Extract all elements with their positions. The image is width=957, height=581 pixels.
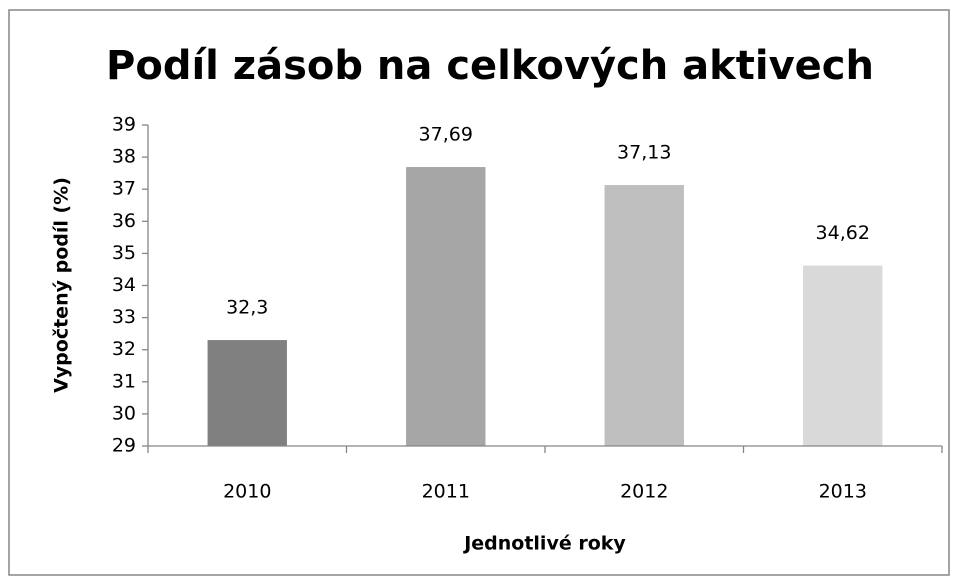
- y-tick-label: 30: [112, 402, 136, 424]
- x-tick-label: 2012: [620, 481, 668, 503]
- y-tick-label: 34: [112, 274, 136, 296]
- bar: [207, 340, 287, 446]
- x-tick-label: 2013: [819, 481, 867, 503]
- y-tick-label: 39: [112, 114, 136, 136]
- y-tick-label: 38: [112, 146, 136, 168]
- x-axis-label: Jednotlivé roky: [462, 533, 626, 555]
- x-tick-label: 2010: [223, 481, 271, 503]
- y-tick-label: 32: [112, 338, 136, 360]
- bar: [803, 265, 883, 446]
- y-tick-label: 37: [112, 178, 136, 200]
- chart-title: Podíl zásob na celkových aktivech: [106, 43, 874, 89]
- y-tick-label: 36: [112, 210, 136, 232]
- y-tick-label: 31: [112, 370, 136, 392]
- x-tick-label: 2011: [422, 481, 470, 503]
- y-tick-label: 33: [112, 306, 136, 328]
- y-tick-label: 35: [112, 242, 136, 264]
- data-label: 34,62: [816, 222, 870, 244]
- data-label: 37,69: [419, 124, 473, 146]
- y-axis-label: Vypočtený podíl (%): [51, 177, 73, 393]
- bar: [406, 167, 486, 446]
- bar: [604, 185, 684, 447]
- data-label: 37,13: [617, 142, 671, 164]
- y-tick-label: 29: [112, 435, 136, 457]
- data-label: 32,3: [226, 297, 268, 319]
